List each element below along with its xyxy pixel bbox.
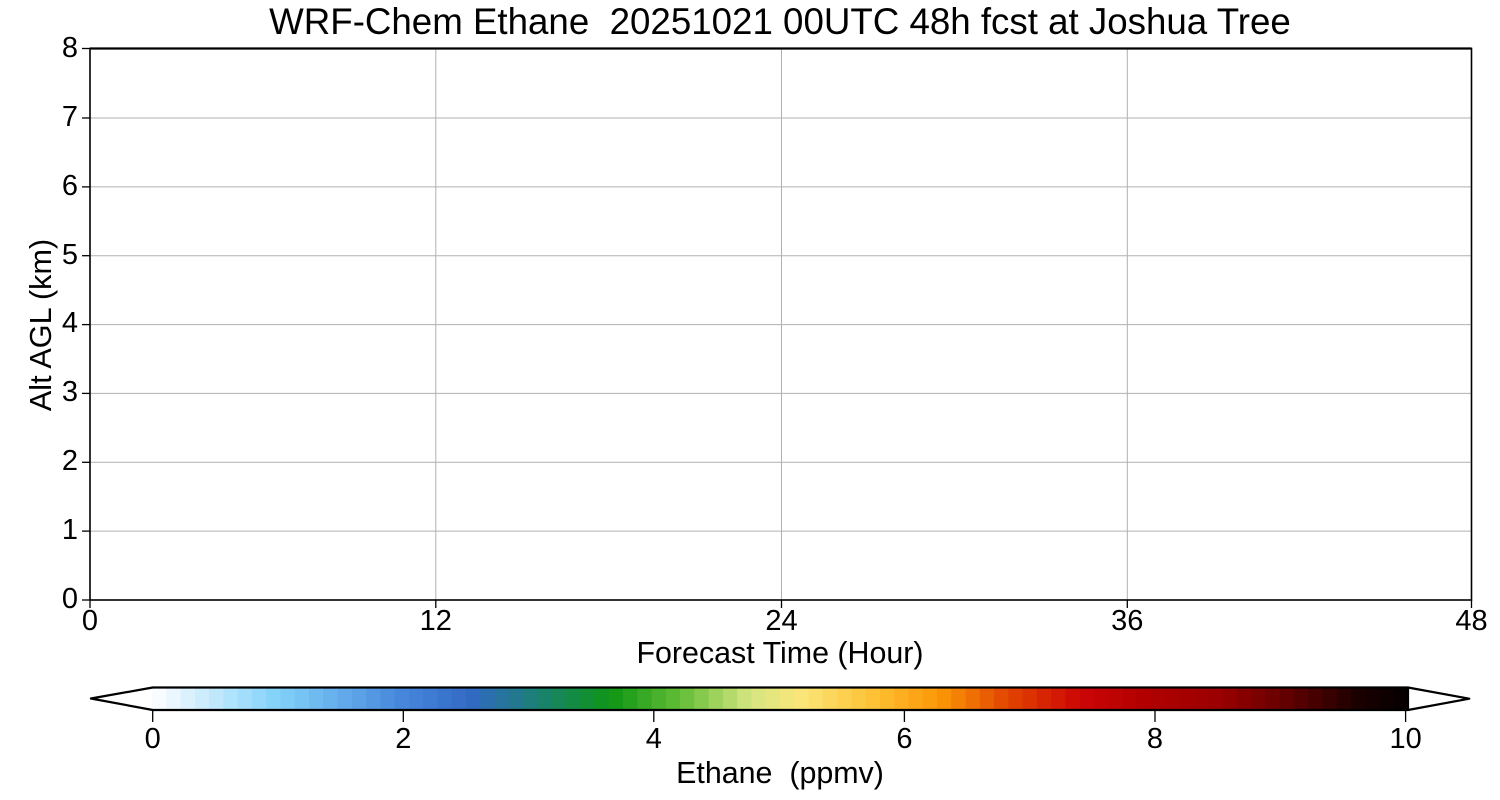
- svg-text:6: 6: [62, 170, 78, 202]
- svg-text:12: 12: [420, 605, 452, 637]
- svg-text:4: 4: [646, 723, 662, 755]
- svg-text:2: 2: [62, 445, 78, 477]
- svg-text:0: 0: [82, 605, 98, 637]
- svg-text:0: 0: [145, 723, 161, 755]
- svg-text:8: 8: [1147, 723, 1163, 755]
- svg-text:6: 6: [896, 723, 912, 755]
- svg-text:Alt AGL (km): Alt AGL (km): [24, 239, 58, 411]
- svg-text:24: 24: [765, 605, 797, 637]
- svg-text:0: 0: [62, 583, 78, 615]
- svg-text:WRF-Chem Ethane 20251021 00UT: WRF-Chem Ethane 20251021 00UTC 48h fcst …: [269, 1, 1291, 42]
- svg-text:10: 10: [1389, 723, 1421, 755]
- svg-text:3: 3: [62, 376, 78, 408]
- svg-text:1: 1: [62, 514, 78, 546]
- svg-text:2: 2: [395, 723, 411, 755]
- svg-text:4: 4: [62, 307, 78, 339]
- svg-text:7: 7: [62, 101, 78, 133]
- svg-text:8: 8: [62, 32, 78, 64]
- svg-text:36: 36: [1111, 605, 1143, 637]
- svg-text:Forecast Time (Hour): Forecast Time (Hour): [636, 636, 923, 670]
- svg-text:48: 48: [1455, 605, 1487, 637]
- svg-text:5: 5: [62, 239, 78, 271]
- svg-text:Ethane (ppmv): Ethane (ppmv): [676, 756, 884, 790]
